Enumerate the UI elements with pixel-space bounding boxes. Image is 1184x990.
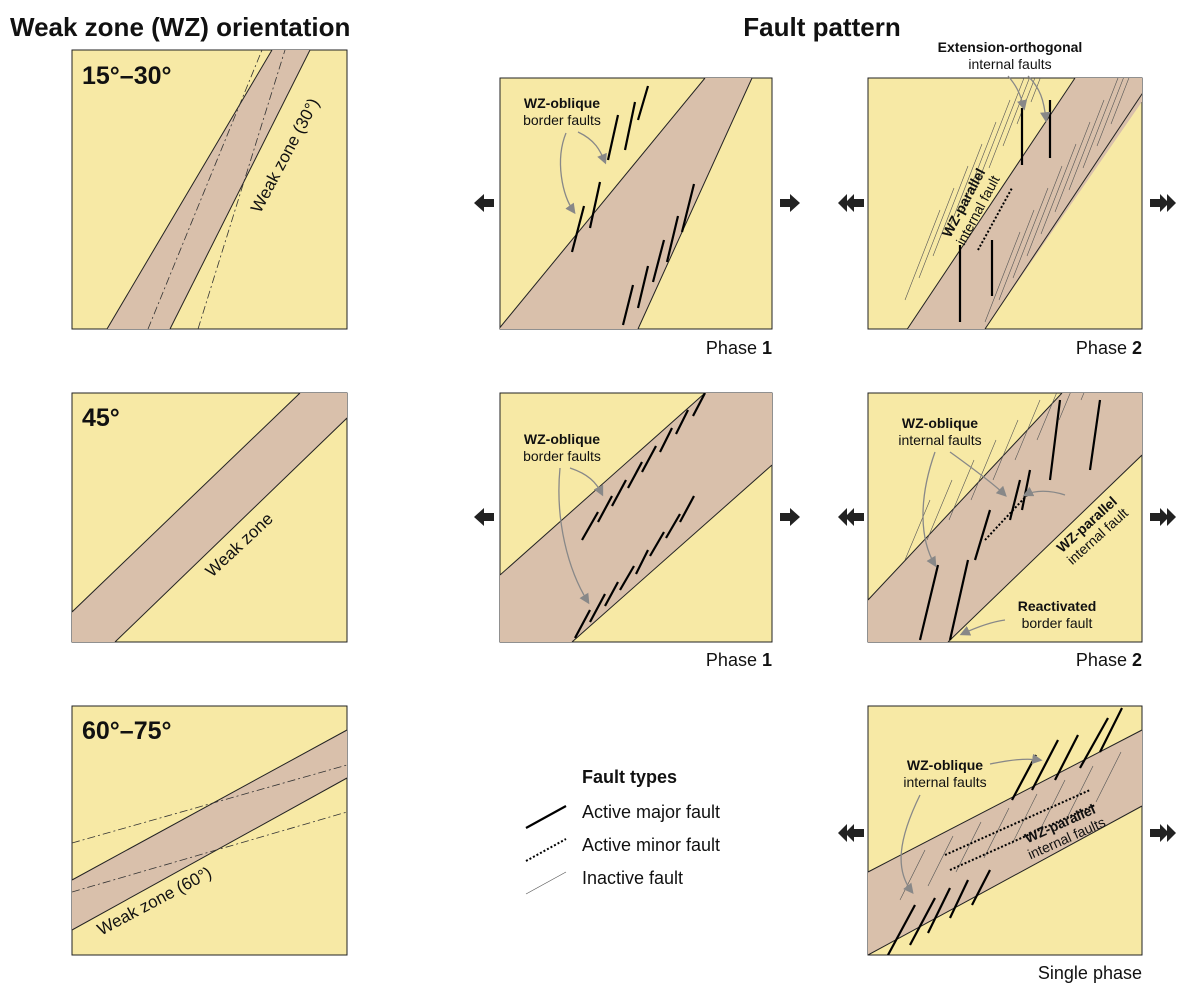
legend-swatch (526, 872, 566, 894)
extension-arrow (838, 824, 864, 842)
extension-arrow (474, 508, 494, 526)
phase-number: 2 (1132, 338, 1142, 358)
angle-label: 45° (82, 404, 120, 432)
phase-label: Phase 2 (1076, 338, 1142, 358)
header: Fault pattern (743, 12, 900, 42)
angle-label: 60°–75° (82, 717, 172, 745)
annotation: border fault (1022, 615, 1093, 631)
extension-arrow (1150, 824, 1176, 842)
annotation: WZ-oblique (902, 415, 978, 431)
phase-text: Phase (1076, 338, 1127, 358)
phase-label: Phase 1 (706, 338, 772, 358)
phase-number: 2 (1132, 650, 1142, 670)
extension-arrow (838, 194, 864, 212)
legend-item: Active major fault (582, 802, 720, 822)
figure: Weak zone (WZ) orientation Fault pattern… (0, 0, 1184, 985)
legend-item: Active minor fault (582, 835, 720, 855)
annotation: WZ-oblique (524, 95, 600, 111)
header: Weak zone (WZ) orientation (10, 12, 350, 42)
phase-label: Single phase (1038, 963, 1142, 983)
phase-text: Phase (1076, 650, 1127, 670)
legend-title: Fault types (582, 767, 677, 787)
extension-arrow (838, 508, 864, 526)
phase-number: 1 (762, 338, 772, 358)
extension-arrow (1150, 194, 1176, 212)
annotation: Reactivated (1018, 598, 1097, 614)
extension-arrow (780, 508, 800, 526)
phase-label: Phase 2 (1076, 650, 1142, 670)
annotation: internal faults (903, 774, 986, 790)
annotation: Extension-orthogonal (938, 39, 1083, 55)
annotation: internal faults (898, 432, 981, 448)
legend-swatch (526, 839, 566, 861)
annotation: internal faults (968, 56, 1051, 72)
annotation: border faults (523, 112, 601, 128)
phase-text: Phase (706, 650, 757, 670)
annotation: WZ-oblique (524, 431, 600, 447)
extension-arrow (474, 194, 494, 212)
extension-arrow (1150, 508, 1176, 526)
phase-label: Phase 1 (706, 650, 772, 670)
phase-text: Phase (706, 338, 757, 358)
legend-swatch (526, 806, 566, 828)
extension-arrow (780, 194, 800, 212)
legend-item: Inactive fault (582, 868, 683, 888)
phase-number: 1 (762, 650, 772, 670)
angle-label: 15°–30° (82, 62, 172, 90)
annotation: WZ-oblique (907, 757, 983, 773)
annotation: border faults (523, 448, 601, 464)
